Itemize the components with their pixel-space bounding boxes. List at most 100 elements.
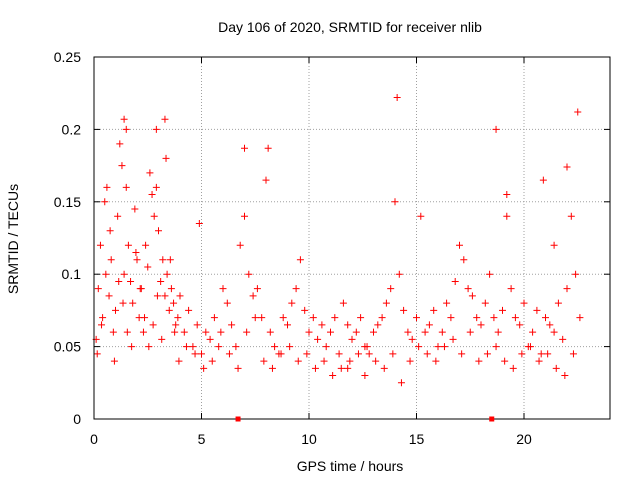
data-point	[449, 335, 457, 343]
data-point	[397, 379, 405, 387]
data-point	[193, 321, 201, 329]
data-point	[546, 321, 554, 329]
data-point	[210, 314, 218, 322]
data-point	[423, 350, 431, 358]
data-point	[468, 292, 476, 300]
data-point	[99, 314, 107, 322]
data-point	[374, 321, 382, 329]
data-point	[305, 328, 313, 336]
data-point	[539, 176, 547, 184]
data-point	[352, 328, 360, 336]
data-point	[161, 115, 169, 123]
data-point	[535, 357, 543, 365]
data-point	[122, 183, 130, 191]
data-point	[483, 350, 491, 358]
data-point	[561, 372, 569, 380]
data-point	[518, 350, 526, 358]
data-point	[526, 343, 534, 351]
data-point	[132, 248, 140, 256]
data-point	[456, 241, 463, 249]
data-point	[153, 292, 161, 300]
data-point	[481, 299, 489, 307]
x-tick-label: 15	[409, 431, 425, 447]
y-tick-label: 0.2	[62, 121, 82, 137]
x-axis-marker	[489, 416, 495, 422]
data-point	[395, 270, 403, 278]
data-point	[434, 343, 442, 351]
data-point	[148, 191, 156, 199]
data-point	[96, 241, 104, 249]
data-point	[363, 343, 371, 351]
data-point	[124, 241, 132, 249]
data-point	[110, 357, 118, 365]
data-point	[309, 314, 317, 322]
axes	[93, 56, 611, 422]
data-point	[223, 299, 231, 307]
data-point	[129, 299, 137, 307]
data-point	[417, 212, 425, 220]
data-point	[421, 328, 429, 336]
data-point	[162, 154, 170, 162]
data-point	[176, 292, 184, 300]
data-point	[391, 198, 399, 206]
data-point	[171, 328, 179, 336]
data-point	[466, 328, 474, 336]
data-point	[318, 321, 326, 329]
data-point	[311, 364, 319, 372]
data-point	[544, 350, 552, 358]
data-point	[458, 350, 466, 358]
data-point	[166, 256, 174, 264]
data-point	[208, 357, 216, 365]
data-point	[346, 357, 354, 365]
data-point	[354, 350, 362, 358]
data-point	[447, 314, 455, 322]
data-point	[241, 212, 248, 220]
data-point	[264, 144, 272, 152]
data-point	[195, 220, 203, 228]
data-point	[120, 115, 128, 123]
data-point	[576, 314, 584, 322]
data-point	[339, 299, 347, 307]
y-tick-label: 0.15	[54, 194, 81, 210]
data-point	[542, 314, 549, 322]
x-axis-marker	[235, 416, 241, 422]
data-point	[159, 256, 167, 264]
data-point	[133, 256, 141, 264]
data-point	[284, 321, 291, 329]
data-point	[335, 350, 343, 358]
data-point	[380, 364, 388, 372]
data-point	[94, 285, 102, 293]
data-point	[157, 277, 165, 285]
data-point	[320, 357, 328, 365]
data-point	[344, 364, 352, 372]
data-point	[494, 328, 502, 336]
data-point	[136, 285, 144, 293]
data-point	[533, 306, 541, 314]
data-point	[413, 314, 420, 322]
data-point	[180, 328, 188, 336]
data-point	[432, 357, 440, 365]
x-tick-label: 5	[198, 431, 206, 447]
data-point	[185, 306, 193, 314]
data-point	[572, 270, 580, 278]
data-point	[400, 306, 408, 314]
data-point	[492, 343, 500, 351]
data-point	[103, 183, 111, 191]
data-point	[490, 314, 498, 322]
data-points	[92, 94, 584, 387]
data-point	[152, 183, 160, 191]
data-point	[361, 372, 369, 380]
data-point	[206, 335, 214, 343]
data-point	[464, 285, 472, 293]
grid-lines	[94, 57, 610, 419]
data-point	[331, 314, 339, 322]
data-point	[365, 350, 373, 358]
data-point	[225, 350, 233, 358]
data-point	[473, 314, 481, 322]
data-point	[554, 299, 562, 307]
data-point	[174, 314, 182, 322]
data-point	[552, 364, 560, 372]
data-point	[112, 306, 119, 314]
data-point	[559, 335, 567, 343]
